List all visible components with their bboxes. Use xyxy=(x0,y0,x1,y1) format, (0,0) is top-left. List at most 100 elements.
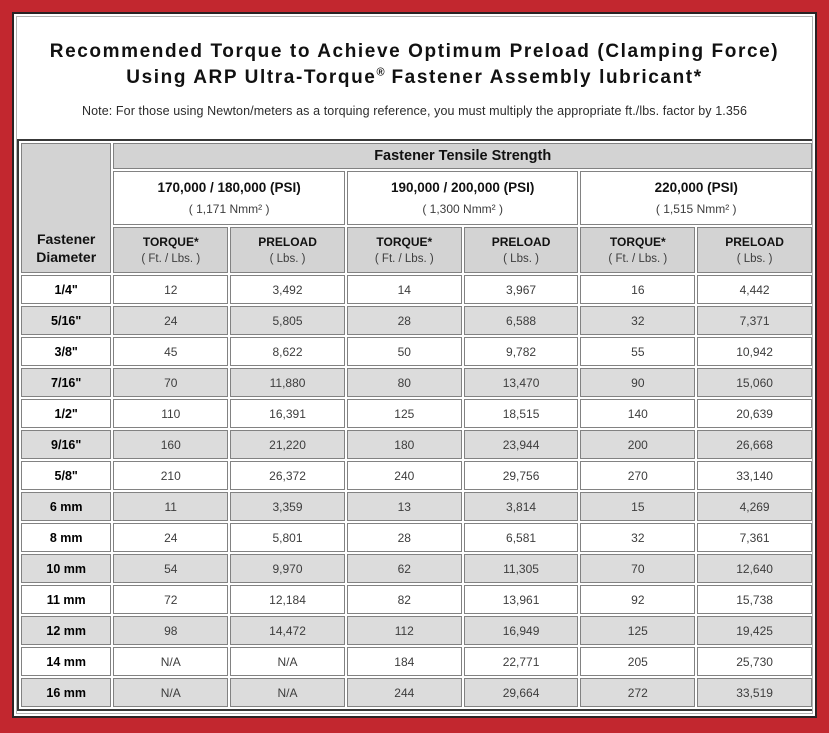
psi-group-190-200: 190,000 / 200,000 (PSI) ( 1,300 Nmm² ) xyxy=(346,171,579,225)
preload-value-cell: 14,472 xyxy=(230,616,345,645)
preload-value-cell: 4,269 xyxy=(697,492,812,521)
torque-unit: ( Ft. / Lbs. ) xyxy=(141,253,201,265)
nmm-label: ( 1,171 Nmm² ) xyxy=(188,202,270,216)
torque-label: TORQUE* xyxy=(142,235,199,249)
preload-value-cell: 20,639 xyxy=(697,399,812,428)
preload-value-cell: 22,771 xyxy=(463,647,579,676)
preload-header-col2: PRELOAD ( Lbs. ) xyxy=(463,227,579,273)
preload-unit: ( Lbs. ) xyxy=(736,253,773,265)
table-row: 11 mm 72 12,184 82 13,961 92 15,738 xyxy=(21,585,812,614)
preload-value-cell: 13,961 xyxy=(463,585,579,614)
preload-value-cell: 3,492 xyxy=(230,275,345,304)
torque-value-cell: 70 xyxy=(580,554,696,583)
psi-group-170-180: 170,000 / 180,000 (PSI) ( 1,171 Nmm² ) xyxy=(113,171,345,225)
preload-value-cell: 12,184 xyxy=(230,585,345,614)
torque-value-cell: 32 xyxy=(580,523,696,552)
preload-value-cell: 23,944 xyxy=(463,430,579,459)
torque-value-cell: 50 xyxy=(346,337,462,366)
preload-value-cell: 7,361 xyxy=(697,523,812,552)
torque-value-cell: 272 xyxy=(580,678,696,707)
preload-value-cell: 26,668 xyxy=(697,430,812,459)
torque-label: TORQUE* xyxy=(376,235,433,249)
preload-value-cell: 5,805 xyxy=(230,306,345,335)
torque-value-cell: 240 xyxy=(346,461,462,490)
torque-value-cell: 98 xyxy=(113,616,229,645)
preload-value-cell: 19,425 xyxy=(697,616,812,645)
diameter-cell: 11 mm xyxy=(21,585,112,614)
preload-value-cell: 13,470 xyxy=(463,368,579,397)
diameter-cell: 1/2" xyxy=(21,399,112,428)
preload-label: PRELOAD xyxy=(258,235,317,249)
torque-header-col2: TORQUE* ( Ft. / Lbs. ) xyxy=(346,227,462,273)
torque-value-cell: N/A xyxy=(113,647,229,676)
preload-value-cell: 16,949 xyxy=(463,616,579,645)
torque-value-cell: 270 xyxy=(580,461,696,490)
table-row: 10 mm 54 9,970 62 11,305 70 12,640 xyxy=(21,554,812,583)
torque-value-cell: 92 xyxy=(580,585,696,614)
nmm-label: ( 1,300 Nmm² ) xyxy=(422,202,504,216)
title-line2-main: Using ARP Ultra-Torque xyxy=(126,66,377,88)
diameter-cell: 10 mm xyxy=(21,554,112,583)
preload-value-cell: N/A xyxy=(230,647,345,676)
preload-value-cell: 6,581 xyxy=(463,523,579,552)
preload-value-cell: 33,140 xyxy=(697,461,812,490)
torque-value-cell: 90 xyxy=(580,368,696,397)
registered-mark: ® xyxy=(376,66,385,79)
table-row: 5/16" 24 5,805 28 6,588 32 7,371 xyxy=(21,306,812,335)
preload-value-cell: 3,359 xyxy=(230,492,345,521)
torque-value-cell: N/A xyxy=(113,678,229,707)
torque-preload-header-row: TORQUE* ( Ft. / Lbs. ) PRELOAD ( Lbs. ) … xyxy=(21,227,812,273)
torque-unit: ( Ft. / Lbs. ) xyxy=(374,253,434,265)
psi-group-220: 220,000 (PSI) ( 1,515 Nmm² ) xyxy=(580,171,812,225)
psi-label: 170,000 / 180,000 (PSI) xyxy=(157,180,301,195)
preload-value-cell: 10,942 xyxy=(697,337,812,366)
torque-value-cell: 80 xyxy=(346,368,462,397)
torque-value-cell: 110 xyxy=(113,399,229,428)
table-row: 6 mm 11 3,359 13 3,814 15 4,269 xyxy=(21,492,812,521)
diameter-cell: 9/16" xyxy=(21,430,112,459)
torque-value-cell: 32 xyxy=(580,306,696,335)
preload-value-cell: 18,515 xyxy=(463,399,579,428)
preload-label: PRELOAD xyxy=(725,235,784,249)
table-row: 14 mm N/A N/A 184 22,771 205 25,730 xyxy=(21,647,812,676)
diameter-cell: 1/4" xyxy=(21,275,112,304)
preload-value-cell: 15,738 xyxy=(697,585,812,614)
psi-label: 220,000 (PSI) xyxy=(654,180,738,195)
nmm-label: ( 1,515 Nmm² ) xyxy=(655,202,737,216)
diameter-cell: 12 mm xyxy=(21,616,112,645)
table-row: 9/16" 160 21,220 180 23,944 200 26,668 xyxy=(21,430,812,459)
tensile-strength-header: Fastener Tensile Strength xyxy=(113,143,812,169)
preload-value-cell: 3,814 xyxy=(463,492,579,521)
table-row: 7/16" 70 11,880 80 13,470 90 15,060 xyxy=(21,368,812,397)
torque-table: Fastener Diameter Fastener Tensile Stren… xyxy=(17,139,812,711)
torque-value-cell: 45 xyxy=(113,337,229,366)
torque-value-cell: 180 xyxy=(346,430,462,459)
preload-value-cell: 11,880 xyxy=(230,368,345,397)
table-row: 3/8" 45 8,622 50 9,782 55 10,942 xyxy=(21,337,812,366)
red-frame: Recommended Torque to Achieve Optimum Pr… xyxy=(12,12,817,718)
preload-value-cell: 6,588 xyxy=(463,306,579,335)
torque-value-cell: 28 xyxy=(346,523,462,552)
torque-value-cell: 24 xyxy=(113,306,229,335)
content-area: Recommended Torque to Achieve Optimum Pr… xyxy=(16,16,813,714)
torque-header-col3: TORQUE* ( Ft. / Lbs. ) xyxy=(580,227,696,273)
preload-value-cell: 16,391 xyxy=(230,399,345,428)
torque-value-cell: 210 xyxy=(113,461,229,490)
torque-value-cell: 12 xyxy=(113,275,229,304)
psi-group-row: 170,000 / 180,000 (PSI) ( 1,171 Nmm² ) 1… xyxy=(21,171,812,225)
torque-value-cell: 70 xyxy=(113,368,229,397)
torque-value-cell: 184 xyxy=(346,647,462,676)
preload-value-cell: 29,664 xyxy=(463,678,579,707)
preload-unit: ( Lbs. ) xyxy=(503,253,539,265)
torque-value-cell: 140 xyxy=(580,399,696,428)
torque-value-cell: 200 xyxy=(580,430,696,459)
table-row: 8 mm 24 5,801 28 6,581 32 7,361 xyxy=(21,523,812,552)
preload-unit: ( Lbs. ) xyxy=(269,253,306,265)
torque-value-cell: 82 xyxy=(346,585,462,614)
preload-value-cell: 21,220 xyxy=(230,430,345,459)
preload-value-cell: 3,967 xyxy=(463,275,579,304)
preload-value-cell: 26,372 xyxy=(230,461,345,490)
torque-value-cell: 15 xyxy=(580,492,696,521)
title-block: Recommended Torque to Achieve Optimum Pr… xyxy=(17,17,812,139)
